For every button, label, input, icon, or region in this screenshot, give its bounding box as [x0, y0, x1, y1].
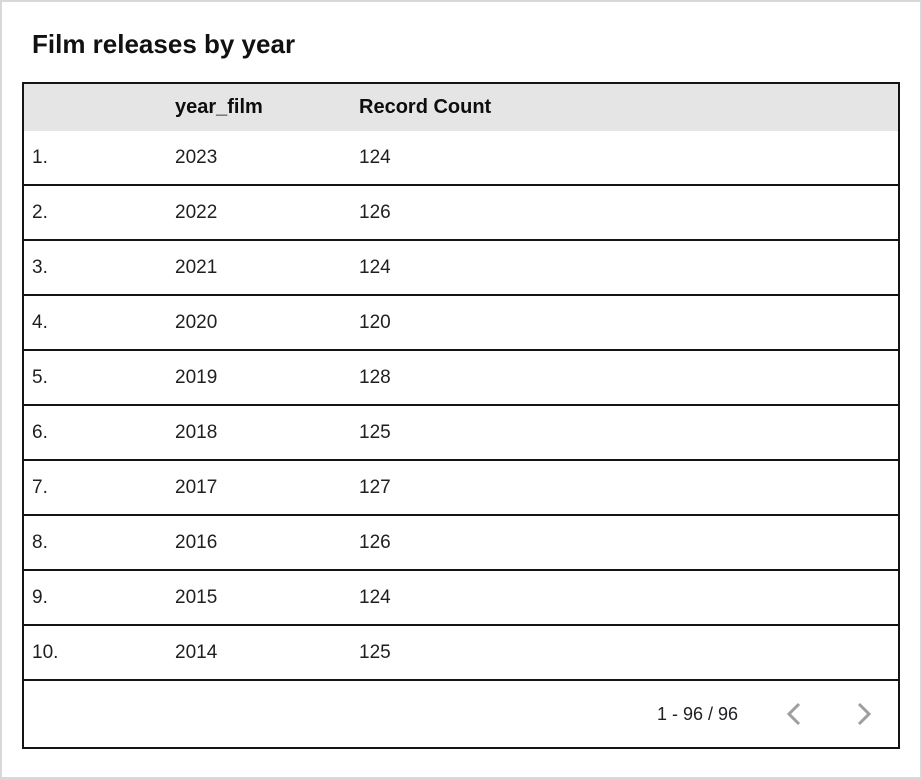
- year-film-cell: 2018: [175, 421, 218, 443]
- year-film-cell: 2015: [175, 586, 218, 608]
- year-film-cell: 2019: [175, 366, 218, 388]
- row-index-cell: 6.: [32, 421, 48, 443]
- table-footer: 1 - 96 / 96: [24, 681, 898, 747]
- table-row: 9. 2015 124: [24, 571, 898, 626]
- table-row: 5. 2019 128: [24, 351, 898, 406]
- table-row: 10. 2014 125: [24, 626, 898, 681]
- year-film-cell: 2016: [175, 531, 218, 553]
- year-film-cell: 2023: [175, 146, 218, 168]
- record-count-cell: 120: [359, 311, 391, 333]
- record-count-cell: 126: [359, 531, 391, 553]
- table-row: 6. 2018 125: [24, 406, 898, 461]
- record-count-cell: 126: [359, 201, 391, 223]
- data-table: year_film Record Count 1. 2023 124 2. 20…: [22, 82, 900, 749]
- row-index-cell: 8.: [32, 531, 48, 553]
- row-index-cell: 9.: [32, 586, 48, 608]
- record-count-cell: 127: [359, 476, 391, 498]
- page-title: Film releases by year: [32, 29, 296, 59]
- record-count-cell: 125: [359, 641, 391, 663]
- table-row: 4. 2020 120: [24, 296, 898, 351]
- row-index-cell: 5.: [32, 366, 48, 388]
- row-index-cell: 10.: [32, 641, 59, 663]
- record-count-cell: 124: [359, 256, 391, 278]
- table-body: 1. 2023 124 2. 2022 126 3. 2021 124 4. 2…: [24, 131, 898, 681]
- row-index-cell: 4.: [32, 311, 48, 333]
- prev-page-button[interactable]: [780, 700, 808, 728]
- year-film-cell: 2017: [175, 476, 218, 498]
- record-count-cell: 124: [359, 586, 391, 608]
- row-index-cell: 2.: [32, 201, 48, 223]
- pagination-range: 1 - 96 / 96: [656, 703, 738, 724]
- year-film-column-header[interactable]: year_film: [175, 96, 263, 118]
- record-count-cell: 128: [359, 366, 391, 388]
- year-film-cell: 2020: [175, 311, 218, 333]
- record-count-column-header[interactable]: Record Count: [359, 96, 492, 118]
- record-count-cell: 124: [359, 146, 391, 168]
- row-index-cell: 1.: [32, 146, 48, 168]
- row-index-cell: 3.: [32, 256, 48, 278]
- table-header-row: year_film Record Count: [24, 84, 898, 131]
- record-count-cell: 125: [359, 421, 391, 443]
- table-row: 2. 2022 126: [24, 186, 898, 241]
- year-film-cell: 2022: [175, 201, 218, 223]
- table-row: 8. 2016 126: [24, 516, 898, 571]
- year-film-cell: 2014: [175, 641, 218, 663]
- year-film-cell: 2021: [175, 256, 218, 278]
- table-row: 7. 2017 127: [24, 461, 898, 516]
- table-row: 1. 2023 124: [24, 131, 898, 186]
- table-row: 3. 2021 124: [24, 241, 898, 296]
- chevron-left-icon: [786, 701, 802, 727]
- row-index-cell: 7.: [32, 476, 48, 498]
- next-page-button[interactable]: [850, 700, 878, 728]
- chevron-right-icon: [856, 701, 872, 727]
